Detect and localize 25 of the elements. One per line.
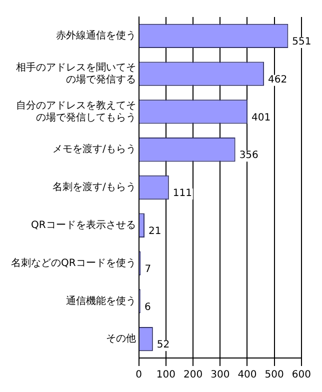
x-tick-label: 100 xyxy=(156,370,176,381)
data-label: 551 xyxy=(292,36,312,48)
data-label: 462 xyxy=(268,74,288,86)
x-tick-label: 500 xyxy=(264,370,284,381)
data-label: 21 xyxy=(148,226,162,237)
data-label: 356 xyxy=(239,150,258,162)
data-label: 111 xyxy=(172,188,192,200)
y-tick-label: 名刺を渡す/もらう xyxy=(52,181,136,194)
x-tick-label: 600 xyxy=(292,370,312,381)
y-tick-label: その他 xyxy=(106,332,136,345)
y-tick-label: 名刺などのQRコードを使う xyxy=(10,256,136,269)
y-tick-label: メモを渡す/もらう xyxy=(52,143,136,156)
y-tick-label: 自分のアドレスを教えてその場で発信してもらう xyxy=(16,99,136,124)
y-tick-label: 赤外線通信を使う xyxy=(56,30,136,42)
data-label: 6 xyxy=(144,302,151,313)
x-tick-label: 0 xyxy=(136,370,142,381)
data-label: 52 xyxy=(156,340,170,351)
x-tick-label: 200 xyxy=(183,370,203,381)
x-tick-label: 400 xyxy=(238,370,257,381)
y-tick-label: 相手のアドレスを聞いてその場で発信する xyxy=(16,61,136,86)
y-tick-label: QRコードを表示させる xyxy=(30,218,136,231)
data-label: 7 xyxy=(144,264,152,275)
data-label: 401 xyxy=(252,112,271,124)
x-tick-label: 300 xyxy=(210,370,230,381)
y-tick-label: 通信機能を使う xyxy=(66,294,136,307)
